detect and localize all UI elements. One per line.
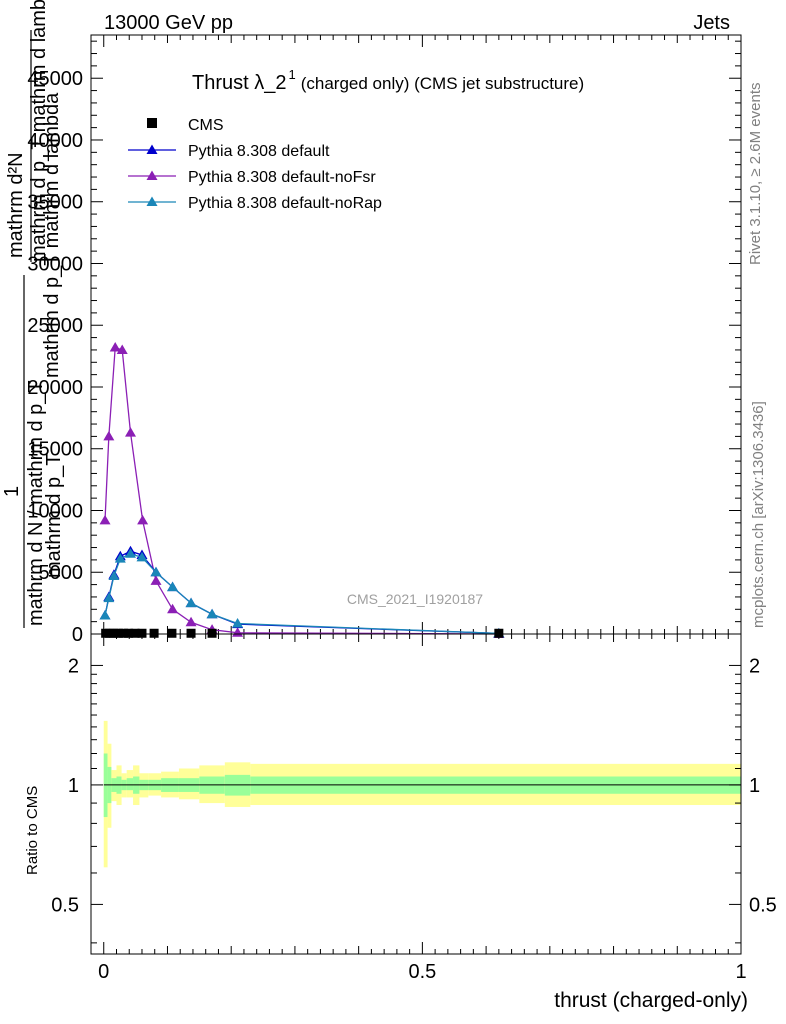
ratio-y-axis: 0.5 0.5 1 1 2 2 [51,655,777,944]
series-point-cms [186,628,196,638]
legend-norap-label: Pythia 8.308 default-noRap [188,195,382,212]
ratio-y-tick-label-right: 1 [749,775,760,797]
plot-title-main: Thrust λ_2 [192,72,286,94]
legend-nofsr-label: Pythia 8.308 default-noFsr [188,169,376,186]
series-point-noRap [114,553,126,563]
analysis-watermark: CMS_2021_I1920187 [347,591,483,607]
y-label-duplicate-b: mathrm d p_T [43,454,65,578]
series-point-noFsr [137,514,149,525]
series-point-cms [149,628,159,638]
ratio-plot-frame [90,633,742,955]
upper-series-group [99,341,505,638]
upper-y-tick-label: 0 [72,624,83,646]
ratio-y-tick-label: 2 [68,655,79,677]
series-point-noFsr [185,616,197,627]
y-label-duplicate-a: mathrm d p_T mathrm d lambda [41,92,63,378]
y-label-frac-one: 1 [1,486,23,497]
ratio-y-axis-label: Ratio to CMS [24,786,41,875]
upper-y-tick-label: 10000 [27,500,83,522]
upper-y-tick-label: 30000 [27,253,83,275]
series-point-noRap [232,618,244,628]
legend-default-label: Pythia 8.308 default [188,143,330,160]
upper-y-tick-label: 5000 [39,562,84,584]
series-point-noRap [167,581,179,592]
upper-y-tick-label: 40000 [27,130,83,152]
series-point-cms [167,628,177,638]
plot-title-superscript: 1 [288,67,295,82]
ratio-uncertainty-bands [103,720,741,868]
series-point-cms [119,628,128,638]
ratio-y-tick-label-right: 0.5 [749,894,777,916]
legend-default-marker [146,144,158,154]
header-right: Jets [693,12,730,34]
legend-norap-marker [146,196,158,206]
upper-y-tick-label: 25000 [27,315,83,337]
series-point-cms [124,628,134,638]
y-label-main-denominator: mathrm d p_T mathrm d lambda [28,0,50,262]
series-point-cms [137,628,147,638]
ratio-x-axis: 0 0.5 1 [98,634,747,983]
series-point-cms [207,628,217,638]
x-tick-label: 0 [98,961,109,983]
ratio-band-inner [126,778,134,791]
x-axis-label: thrust (charged-only) [554,989,748,1012]
series-point-noRap [125,548,137,558]
series-point-noRap [99,609,111,620]
plot-title-detail: (charged only) (CMS jet substructure) [301,74,584,93]
series-point-noFsr [116,344,128,354]
x-tick-label: 0.5 [408,961,436,983]
series-point-cms [113,628,123,638]
upper-y-tick-label: 15000 [27,439,83,461]
series-point-noFsr [167,603,179,614]
series-point-cms [130,628,140,638]
upper-y-tick-label: 20000 [27,377,83,399]
ratio-y-tick-label-right: 2 [749,655,760,677]
series-point-noFsr [99,514,111,525]
series-point-noFsr [150,575,162,585]
upper-y-axis-label: mathrm d²N mathrm d p_T mathrm d lambda … [1,0,65,628]
series-point-noRap [206,608,218,619]
ratio-y-tick-label: 0.5 [51,894,79,916]
legend-cms-label: CMS [188,117,224,134]
rivet-version-label: Rivet 3.1.10, ≥ 2.6M events [747,83,764,266]
series-point-noRap [108,570,120,580]
series-point-noRap [136,551,148,562]
y-label-main-numerator: mathrm d²N [5,152,27,258]
upper-y-axis: 0 5000 10000 15000 20000 25000 30000 35000 40000… [27,40,741,646]
legend-cms-marker [147,118,157,128]
header-left: 13000 GeV pp [104,12,233,34]
series-point-noFsr [103,430,115,441]
series-point-noFsr [109,341,121,352]
plot-title: Thrust λ_2 1 (charged only) (CMS jet subst… [192,67,584,94]
series-point-cms [494,628,504,638]
upper-y-tick-label: 45000 [27,68,83,90]
ratio-y-tick-label: 1 [68,775,79,797]
upper-y-tick-label: 35000 [27,192,83,214]
series-point-noRap [103,592,115,603]
legend-nofsr-marker [146,170,158,180]
x-tick-label: 1 [735,961,746,983]
mcplots-reference-label: mcplots.cern.ch [arXiv:1306.3436] [750,401,767,628]
y-label-frac-denominator: mathrm d N / mathrm d p_T [25,380,47,626]
series-point-noRap [150,566,162,577]
legend: CMS Pythia 8.308 default Pythia 8.308 de… [128,117,382,212]
series-point-noFsr [125,427,137,437]
series-point-noRap [185,597,197,608]
